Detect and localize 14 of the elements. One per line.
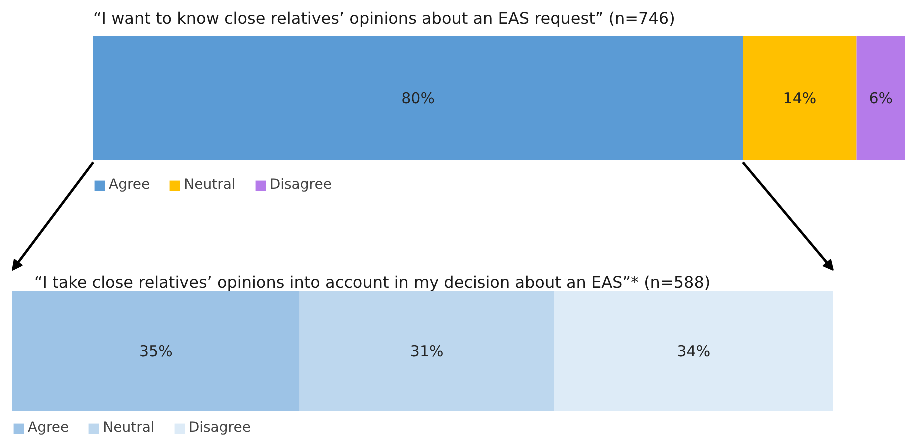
- data-label: 14%: [783, 90, 817, 108]
- data-label: 31%: [410, 342, 444, 360]
- chart-title: “I want to know close relatives’ opinions about an EAS request” (n=746): [94, 9, 676, 28]
- data-label: 34%: [677, 342, 711, 360]
- data-label: 35%: [140, 342, 173, 360]
- chart-title: “I take close relatives’ opinions into account in my decision about an EAS”* (n=588): [34, 273, 711, 292]
- legend-label: Disagree: [188, 420, 251, 436]
- legend-label: Disagree: [270, 177, 332, 193]
- data-label: 80%: [402, 90, 435, 108]
- legend-label: Neutral: [103, 420, 155, 436]
- data-label: 6%: [869, 90, 894, 108]
- legend-label: Agree: [28, 420, 70, 436]
- legend-label: Agree: [109, 177, 150, 193]
- legend-label: Neutral: [184, 177, 236, 193]
